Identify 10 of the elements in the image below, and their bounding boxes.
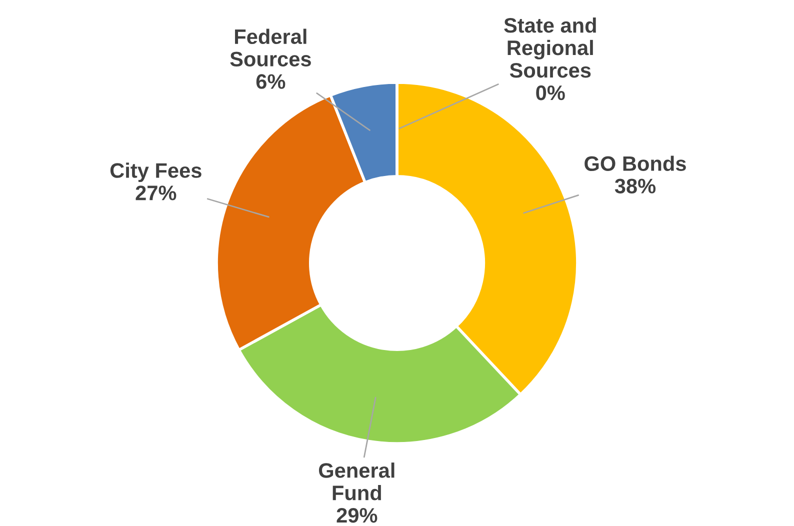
slice-label: City Fees	[110, 162, 202, 182]
slice-label: GO Bonds	[584, 156, 686, 172]
slice-label: Federal Sources	[230, 28, 311, 66]
category-label: State and Regional Sources	[504, 17, 596, 78]
slice-label: General Fund	[318, 462, 394, 500]
data-label: 29%	[336, 508, 378, 523]
text: 0%	[536, 85, 565, 100]
data-label: 27%	[136, 186, 176, 200]
data-label: 38%	[614, 178, 656, 194]
data-label: 6%	[256, 74, 286, 89]
